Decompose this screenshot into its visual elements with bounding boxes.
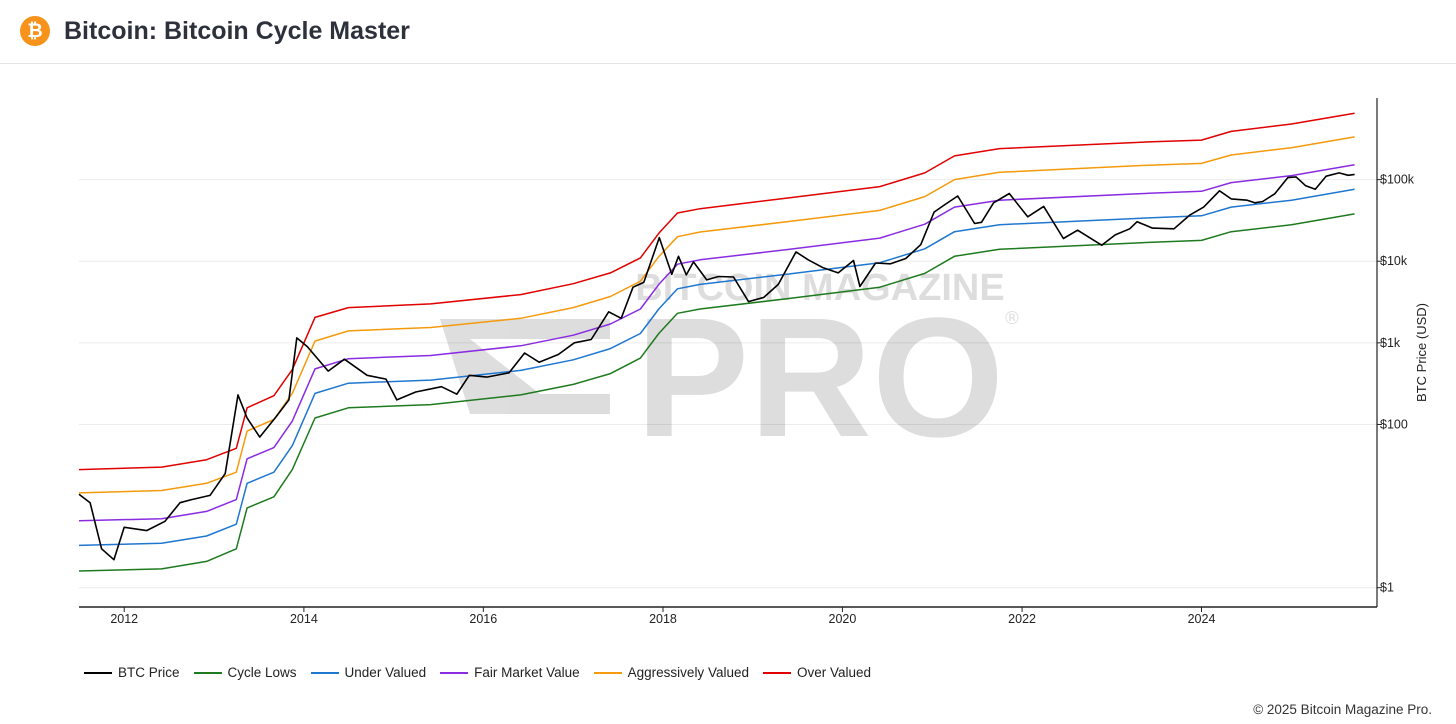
x-tick-label: 2014 (290, 612, 318, 626)
bitcoin-icon: ₿ (20, 16, 50, 46)
chart-legend: BTC Price Cycle Lows Under Valued Fair Mark… (84, 665, 885, 680)
copyright-text: © 2025 Bitcoin Magazine Pro. (1253, 702, 1432, 717)
series-line-fair-market-value[interactable] (78, 164, 1355, 522)
watermark-registered: ® (1003, 308, 1021, 329)
axis-layer: $1 $100 $1k $10k $100k 2012 2014 2016 2018 2020 20… (79, 98, 1429, 626)
series-line-under-valued[interactable] (78, 188, 1355, 547)
legend-item-cycle-lows[interactable]: Cycle Lows (193, 665, 297, 680)
page-title: Bitcoin: Bitcoin Cycle Master (64, 17, 410, 45)
legend-item-over-valued[interactable]: Over Valued (762, 665, 872, 680)
series-line-over-valued[interactable] (78, 112, 1355, 471)
watermark-logo-shape (440, 319, 610, 414)
legend-item-aggressively-valued[interactable]: Aggressively Valued (593, 665, 749, 680)
y-tick-label: $100k (1380, 173, 1415, 187)
y-tick-label: $1 (1380, 581, 1394, 595)
legend-label: Aggressively Valued (627, 665, 749, 680)
legend-swatch (593, 671, 622, 674)
series-line-aggressively-valued[interactable] (78, 136, 1355, 494)
legend-swatch (762, 671, 791, 674)
watermark-brand: BITCOIN MAGAZINE (635, 267, 1004, 309)
legend-label: Under Valued (344, 665, 427, 680)
x-tick-label: 2020 (829, 612, 857, 626)
legend-label: Over Valued (796, 665, 872, 680)
series-line-btc-price[interactable] (78, 172, 1355, 561)
legend-swatch (84, 671, 112, 674)
legend-swatch (440, 671, 469, 674)
legend-swatch (310, 671, 339, 674)
legend-label: Cycle Lows (227, 665, 297, 680)
bitcoin-glyph: ₿ (27, 19, 43, 42)
bitcoin-cycle-master-chart[interactable]: BITCOIN MAGAZINE PRO ® $1 $100 $1k $10k $100… (0, 64, 1456, 664)
legend-label: BTC Price (118, 665, 180, 680)
x-tick-label: 2018 (649, 612, 677, 626)
y-tick-label: $1k (1380, 336, 1401, 350)
watermark: BITCOIN MAGAZINE PRO ® (440, 267, 1021, 473)
grid-layer (79, 179, 1377, 589)
series-line-cycle-lows[interactable] (78, 213, 1355, 572)
legend-item-under-valued[interactable]: Under Valued (310, 665, 427, 680)
watermark-pro: PRO (636, 283, 1004, 473)
x-tick-label: 2022 (1008, 612, 1036, 626)
y-tick-label: $10k (1380, 254, 1408, 268)
x-tick-label: 2012 (110, 612, 138, 626)
y-axis-title: BTC Price (USD) (1414, 303, 1429, 402)
x-tick-label: 2016 (469, 612, 497, 626)
legend-label: Fair Market Value (474, 665, 580, 680)
chart-header: ₿ Bitcoin: Bitcoin Cycle Master (0, 0, 1456, 64)
legend-item-fair-market-value[interactable]: Fair Market Value (440, 665, 580, 680)
legend-swatch (193, 671, 222, 674)
legend-item-btc-price[interactable]: BTC Price (84, 665, 180, 680)
x-tick-label: 2024 (1188, 612, 1216, 626)
y-tick-label: $100 (1380, 417, 1408, 431)
series-layer (78, 112, 1355, 572)
